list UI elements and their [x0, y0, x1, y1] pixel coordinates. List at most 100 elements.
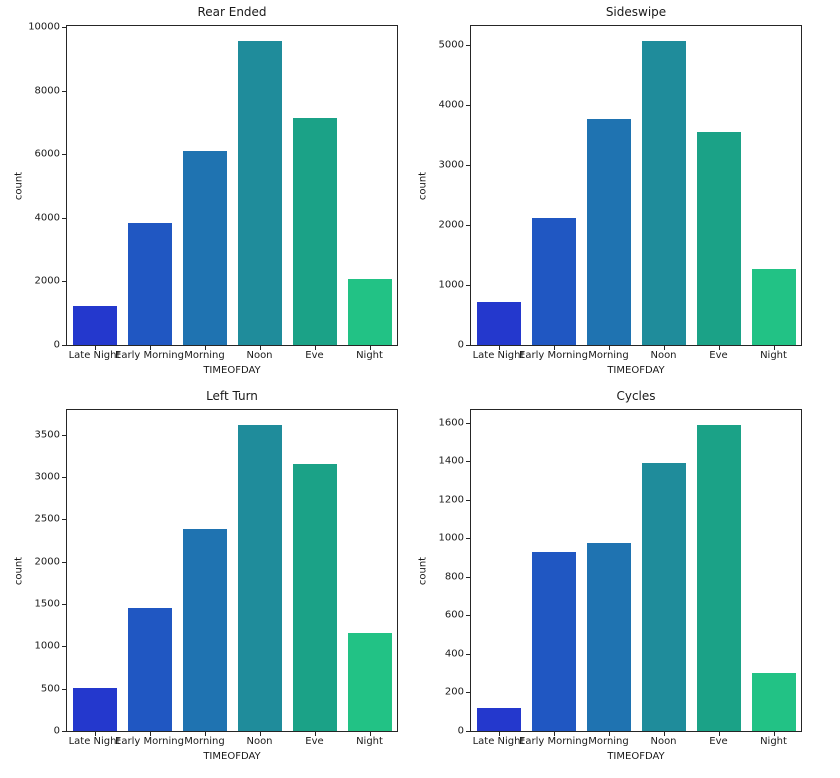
y-tick-label: 1400: [438, 455, 464, 467]
y-tick-label: 2000: [438, 219, 464, 231]
y-tick-mark: [62, 153, 66, 155]
bar-noon: [641, 463, 686, 731]
y-tick-mark: [62, 518, 66, 520]
x-tick-label-night: Night: [356, 350, 383, 361]
x-tick-mark: [94, 732, 96, 736]
x-tick-label-early-morning: Early Morning: [115, 736, 184, 747]
y-tick-label: 4000: [34, 212, 60, 224]
x-axis-label: TIMEOFDAY: [607, 365, 665, 376]
x-tick-mark: [773, 732, 775, 736]
x-tick-mark: [498, 732, 500, 736]
x-tick-label-early-morning: Early Morning: [519, 736, 588, 747]
x-tick-mark: [663, 346, 665, 350]
x-tick-label-night: Night: [760, 350, 787, 361]
x-tick-mark: [204, 346, 206, 350]
plot-area: 0 2000 4000 6000 8000 10000 Late Night Early Mo…: [28, 22, 397, 361]
bar-early-morning: [531, 218, 576, 345]
x-tick-mark: [608, 732, 610, 736]
x-tick-label-noon: Noon: [246, 736, 273, 747]
x-axis-label: TIMEOFDAY: [607, 751, 665, 762]
y-tick-mark: [466, 344, 470, 346]
y-tick-mark: [62, 688, 66, 690]
y-tick-mark: [466, 164, 470, 166]
x-tick-mark: [94, 346, 96, 350]
y-tick-mark: [62, 730, 66, 732]
y-tick-mark: [62, 217, 66, 219]
y-tick-label: 3000: [34, 471, 60, 483]
y-tick-mark: [466, 224, 470, 226]
bar-night: [751, 673, 796, 731]
y-axis-label: count: [13, 556, 25, 585]
y-tick-mark: [466, 730, 470, 732]
y-tick-label: 500: [40, 683, 60, 695]
y-axis-label: count: [13, 171, 25, 200]
y-tick-label: 8000: [34, 85, 60, 97]
bar-eve: [292, 464, 337, 731]
bar-early-morning: [127, 223, 172, 345]
chart-title: Sideswipe: [605, 5, 667, 19]
plot-area: 0 1000 2000 3000 4000 5000 Late Night Early Mor…: [439, 26, 801, 361]
bar-night: [347, 633, 392, 731]
y-tick-label: 1000: [438, 279, 464, 291]
x-tick-label-late-night: Late Night: [472, 350, 525, 361]
bar-early-morning: [127, 608, 172, 731]
x-tick-mark: [259, 346, 261, 350]
y-tick-mark: [62, 280, 66, 282]
bar-morning: [182, 529, 227, 731]
y-tick-label: 400: [444, 648, 464, 660]
y-tick-label: 0: [457, 339, 464, 351]
chart-title: Left Turn: [206, 389, 258, 403]
y-tick-label: 0: [457, 725, 464, 737]
x-tick-mark: [608, 346, 610, 350]
x-tick-label-noon: Noon: [650, 736, 677, 747]
bar-late-night: [72, 688, 117, 731]
bar-eve: [292, 118, 337, 345]
y-tick-mark: [62, 476, 66, 478]
x-tick-mark: [314, 732, 316, 736]
y-tick-mark: [62, 561, 66, 563]
x-tick-label-morning: Morning: [588, 736, 629, 747]
bar-noon: [237, 41, 282, 345]
y-tick-mark: [62, 344, 66, 346]
x-tick-mark: [553, 346, 555, 350]
y-tick-mark: [466, 691, 470, 693]
y-tick-label: 200: [444, 686, 464, 698]
y-tick-label: 2500: [34, 513, 60, 525]
x-tick-mark: [773, 346, 775, 350]
y-tick-label: 1200: [438, 494, 464, 506]
x-tick-label-noon: Noon: [650, 350, 677, 361]
x-tick-mark: [369, 732, 371, 736]
x-tick-mark: [259, 732, 261, 736]
y-tick-label: 4000: [438, 99, 464, 111]
y-tick-mark: [62, 645, 66, 647]
x-tick-mark: [553, 732, 555, 736]
y-axis-label: count: [417, 171, 429, 200]
x-tick-mark: [314, 346, 316, 350]
subplot-cycles: Cycles count 0 200 400 600 800 1000 1200 1400 16…: [418, 389, 802, 762]
x-tick-label-morning: Morning: [184, 736, 225, 747]
y-tick-label: 2000: [34, 275, 60, 287]
subplot-left-turn: Left Turn count 0 500 1000 1500 2000 2500 3000…: [14, 389, 398, 762]
subplot-sideswipe: Sideswipe count 0 1000 2000 3000 4000 5000 Lat…: [418, 5, 802, 376]
y-tick-mark: [62, 90, 66, 92]
y-tick-mark: [466, 284, 470, 286]
y-tick-mark: [466, 614, 470, 616]
y-tick-label: 3500: [34, 429, 60, 441]
x-axis-label: TIMEOFDAY: [203, 751, 261, 762]
plot-area: 0 500 1000 1500 2000 2500 3000 3500 Late Night Ea…: [35, 410, 397, 747]
y-tick-label: 600: [444, 609, 464, 621]
y-tick-mark: [466, 499, 470, 501]
y-tick-mark: [466, 537, 470, 539]
x-tick-mark: [718, 346, 720, 350]
x-tick-label-eve: Eve: [709, 736, 728, 747]
x-tick-mark: [369, 346, 371, 350]
bar-late-night: [476, 708, 521, 731]
y-tick-label: 1000: [34, 640, 60, 652]
y-tick-label: 1500: [34, 598, 60, 610]
plot-area: 0 200 400 600 800 1000 1200 1400 1600 Late Night E…: [439, 410, 801, 747]
x-tick-mark: [204, 732, 206, 736]
bar-noon: [641, 41, 686, 345]
x-tick-label-late-night: Late Night: [472, 736, 525, 747]
y-tick-mark: [466, 44, 470, 46]
x-axis-label: TIMEOFDAY: [203, 365, 261, 376]
